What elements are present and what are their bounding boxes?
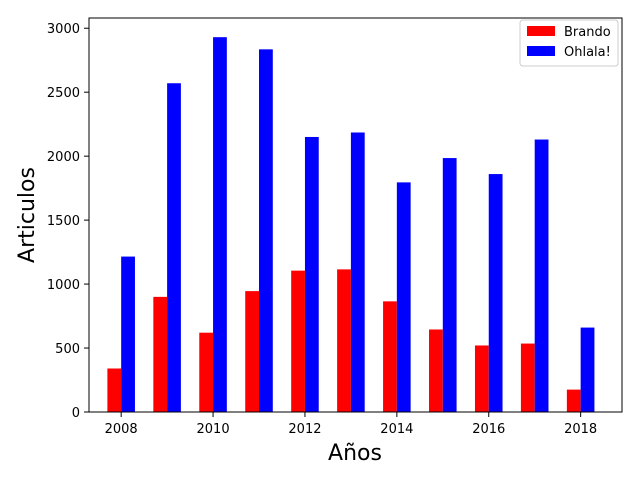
x-tick-label: 2012 xyxy=(288,422,321,437)
y-tick-label: 1000 xyxy=(47,278,80,293)
bar-brando-2016 xyxy=(474,345,489,412)
x-tick-label: 2010 xyxy=(197,422,230,437)
bar-ohlala-2013 xyxy=(350,132,365,412)
bar-brando-2012 xyxy=(291,270,305,412)
x-axis-title: Años xyxy=(328,441,382,466)
bar-ohlala-2011 xyxy=(259,49,273,412)
bar-ohlala-2010 xyxy=(213,37,227,412)
y-tick-label: 500 xyxy=(55,342,80,357)
legend-label: Ohlala! xyxy=(564,45,611,60)
bar-brando-2015 xyxy=(429,329,443,412)
bar-brando-2017 xyxy=(520,343,535,412)
bar-brando-2009 xyxy=(153,296,168,412)
x-tick-label: 2018 xyxy=(564,422,597,437)
bars-layer xyxy=(107,37,595,412)
bar-ohlala-2015 xyxy=(442,158,457,412)
bar-brando-2010 xyxy=(199,332,214,412)
y-tick-label: 0 xyxy=(72,406,80,421)
legend-swatch-ohlala xyxy=(527,46,555,56)
legend: Brando Ohlala! xyxy=(519,19,619,67)
bar-ohlala-2008 xyxy=(121,256,135,412)
plot-frame xyxy=(88,17,623,413)
bar-ohlala-2018 xyxy=(580,327,595,412)
bar-ohlala-2014 xyxy=(396,182,411,412)
y-tick-label: 1500 xyxy=(47,214,80,229)
bar-brando-2013 xyxy=(337,269,351,412)
x-tick-label: 2008 xyxy=(105,422,138,437)
y-axis-title: Articulos xyxy=(15,167,40,263)
bar-brando-2014 xyxy=(383,301,397,412)
y-tick-label: 2500 xyxy=(47,86,80,101)
legend-swatch-brando xyxy=(527,26,555,36)
bar-ohlala-2009 xyxy=(167,83,181,412)
x-tick-label: 2014 xyxy=(380,422,413,437)
bar-brando-2008 xyxy=(107,368,122,412)
y-tick-label: 2000 xyxy=(47,150,80,165)
bar-brando-2011 xyxy=(245,291,260,412)
bar-brando-2018 xyxy=(566,389,581,412)
legend-label: Brando xyxy=(564,25,611,40)
y-tick-label: 3000 xyxy=(47,22,80,37)
bar-ohlala-2017 xyxy=(534,139,549,412)
bar-ohlala-2012 xyxy=(304,136,319,412)
y-axis: 0 500 1000 1500 2000 2500 3000 xyxy=(47,22,89,421)
x-axis: 2008 2010 2012 2014 2016 2018 xyxy=(105,412,597,437)
bar-ohlala-2016 xyxy=(488,174,503,412)
x-tick-label: 2016 xyxy=(472,422,505,437)
